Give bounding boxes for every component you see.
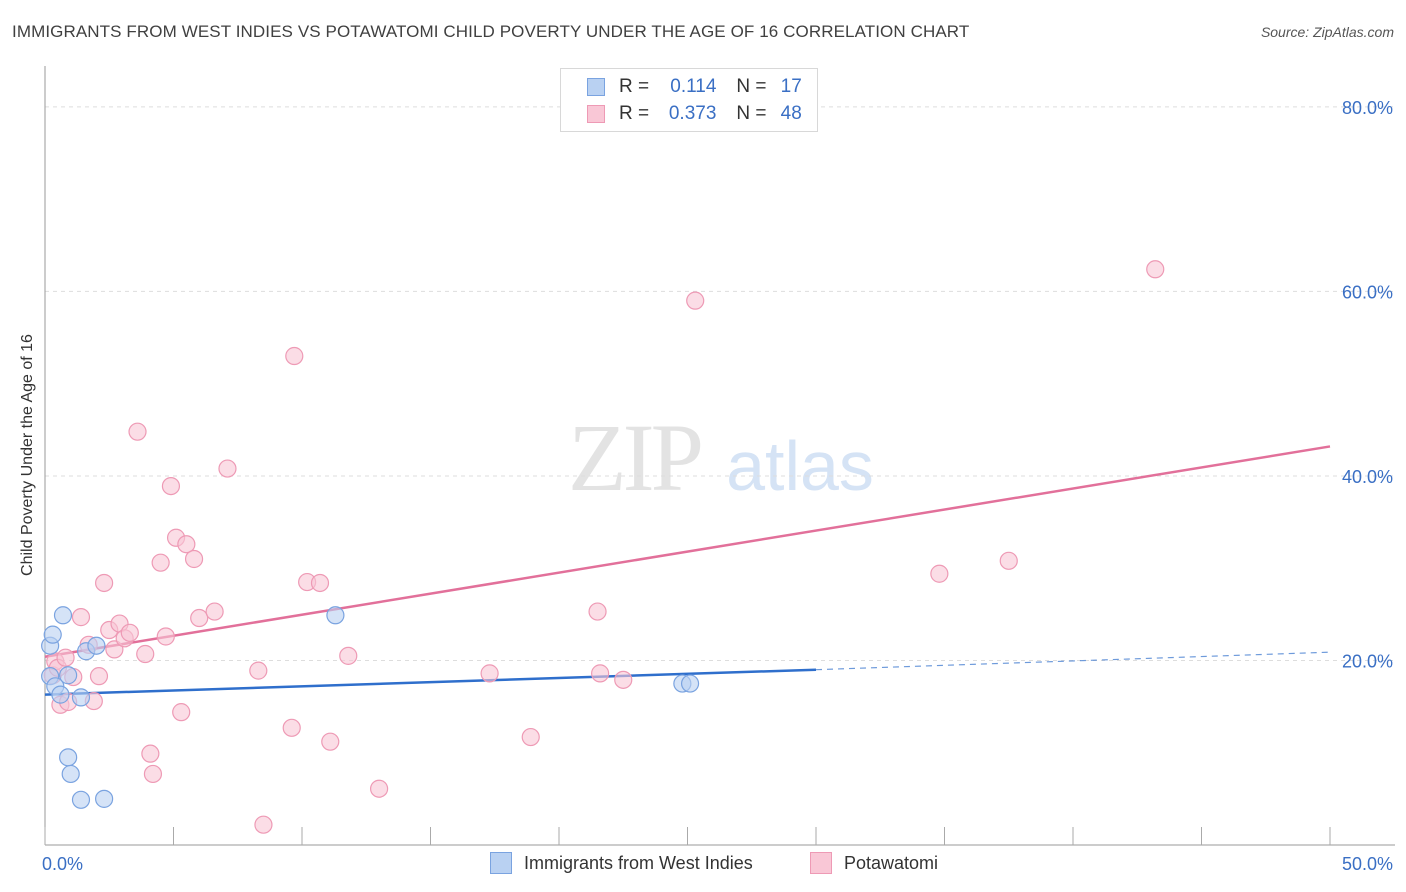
correlation-legend: R = 0.114 N = 17 R = 0.373 N = 48 bbox=[560, 68, 818, 132]
west-indies-trendline-extension bbox=[815, 651, 1331, 671]
legend-n-value: 48 bbox=[780, 103, 802, 124]
west-indies-point bbox=[53, 606, 73, 625]
y-tick-label: 40.0% bbox=[1342, 467, 1393, 487]
potawatomi-point bbox=[339, 646, 358, 665]
potawatomi-point bbox=[151, 553, 170, 572]
watermark: ZIP atlas bbox=[568, 404, 874, 511]
bottom-legend-potawatomi: Potawatomi bbox=[810, 850, 938, 876]
bottom-legend-west-indies: Immigrants from West Indies bbox=[490, 850, 753, 876]
potawatomi-point bbox=[1146, 260, 1165, 279]
potawatomi-point bbox=[190, 608, 209, 628]
potawatomi-point bbox=[177, 535, 196, 554]
potawatomi-point bbox=[128, 422, 147, 441]
west-indies-trendline bbox=[44, 668, 817, 696]
trendlines bbox=[44, 445, 1331, 696]
potawatomi-point bbox=[161, 477, 181, 496]
potawatomi-points bbox=[43, 260, 1165, 834]
potawatomi-point bbox=[105, 640, 124, 659]
potawatomi-point bbox=[591, 664, 610, 683]
y-axis-label: Child Poverty Under the Age of 16 bbox=[19, 334, 36, 576]
legend-r-value: 0.373 bbox=[668, 103, 717, 124]
chart-title: IMMIGRANTS FROM WEST INDIES VS POTAWATOM… bbox=[12, 22, 970, 41]
potawatomi-point bbox=[285, 346, 304, 366]
bottom-legend-swatch-blue bbox=[490, 852, 512, 874]
y-tick-label: 80.0% bbox=[1342, 98, 1393, 118]
bottom-legend-swatch-pink bbox=[810, 852, 832, 874]
legend-n-label: N = bbox=[736, 76, 767, 97]
watermark-zip: ZIP bbox=[568, 404, 701, 511]
bottom-legend-label-west-indies: Immigrants from West Indies bbox=[524, 852, 753, 873]
legend-r-value: 0.114 bbox=[670, 76, 717, 97]
axes bbox=[44, 66, 1395, 846]
potawatomi-trendline bbox=[44, 445, 1331, 659]
west-indies-point bbox=[59, 748, 78, 767]
source-note: Source: ZipAtlas.com bbox=[1260, 24, 1394, 40]
potawatomi-point bbox=[120, 623, 139, 642]
x-tick-label: 50.0% bbox=[1342, 854, 1393, 874]
y-axis-tick-labels: 20.0% 40.0% 60.0% 80.0% bbox=[1342, 98, 1393, 672]
potawatomi-point bbox=[218, 459, 237, 478]
west-indies-point bbox=[59, 666, 78, 685]
potawatomi-point bbox=[136, 644, 155, 664]
potawatomi-point bbox=[89, 667, 109, 686]
potawatomi-point bbox=[930, 564, 949, 583]
potawatomi-point bbox=[686, 291, 705, 310]
west-indies-point bbox=[95, 789, 114, 808]
potawatomi-point bbox=[282, 718, 301, 737]
legend-row-west-indies: R = 0.114 N = 17 bbox=[587, 75, 802, 99]
potawatomi-point bbox=[184, 549, 204, 569]
potawatomi-point bbox=[521, 727, 540, 747]
west-indies-point bbox=[71, 688, 91, 707]
legend-n-value: 17 bbox=[780, 76, 802, 97]
west-indies-point bbox=[61, 764, 80, 784]
west-indies-points bbox=[41, 606, 700, 809]
legend-row-potawatomi: R = 0.373 N = 48 bbox=[587, 102, 802, 126]
legend-swatch-blue bbox=[587, 78, 605, 96]
potawatomi-point bbox=[999, 551, 1018, 570]
legend-r-label: R = bbox=[619, 103, 650, 124]
y-tick-label: 60.0% bbox=[1342, 282, 1393, 302]
legend-n-label: N = bbox=[736, 103, 767, 124]
potawatomi-point bbox=[172, 703, 191, 722]
potawatomi-point bbox=[480, 664, 499, 683]
x-tick-label: 0.0% bbox=[42, 854, 83, 874]
legend-swatch-pink bbox=[587, 105, 605, 123]
west-indies-point bbox=[71, 790, 91, 809]
west-indies-point bbox=[43, 625, 62, 644]
potawatomi-point bbox=[310, 573, 330, 593]
potawatomi-point bbox=[588, 602, 607, 621]
legend-r-label: R = bbox=[619, 76, 650, 97]
west-indies-point bbox=[680, 674, 700, 693]
west-indies-point bbox=[87, 636, 106, 655]
x-axis-ticks bbox=[44, 827, 1331, 845]
west-indies-point bbox=[51, 685, 70, 704]
potawatomi-point bbox=[156, 627, 175, 646]
potawatomi-point bbox=[56, 648, 75, 667]
x-axis-tick-labels: 0.0% 50.0% bbox=[42, 854, 1393, 874]
potawatomi-point bbox=[614, 670, 633, 689]
west-indies-point bbox=[326, 606, 345, 625]
potawatomi-point bbox=[71, 608, 91, 627]
bottom-legend-label-potawatomi: Potawatomi bbox=[844, 852, 939, 873]
potawatomi-point bbox=[205, 602, 224, 621]
potawatomi-point bbox=[254, 815, 273, 834]
potawatomi-point bbox=[141, 744, 160, 763]
gridlines bbox=[45, 106, 1395, 661]
potawatomi-point bbox=[370, 779, 389, 798]
potawatomi-point bbox=[321, 732, 340, 751]
potawatomi-point bbox=[249, 661, 268, 680]
watermark-atlas: atlas bbox=[726, 427, 874, 505]
y-tick-label: 20.0% bbox=[1342, 651, 1393, 671]
potawatomi-point bbox=[143, 764, 163, 784]
potawatomi-point bbox=[95, 573, 114, 593]
